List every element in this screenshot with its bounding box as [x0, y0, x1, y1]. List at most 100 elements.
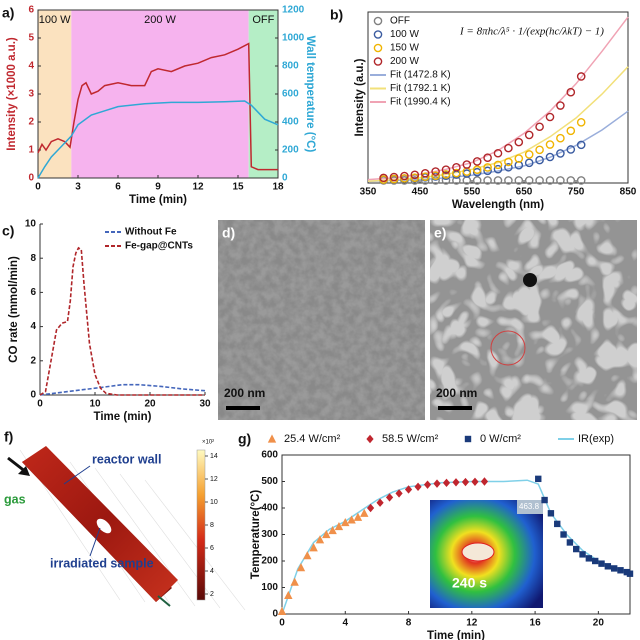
micrograph-texture — [218, 220, 425, 420]
data-point — [535, 155, 544, 165]
data-point — [547, 510, 555, 517]
data-point — [524, 130, 534, 140]
x-tick-label: 550 — [464, 187, 481, 198]
data-point — [598, 560, 605, 567]
x-tick-label: 10 — [89, 399, 101, 410]
y-tick-label: 500 — [261, 476, 278, 487]
data-point — [576, 117, 586, 127]
legend-label: 100 W — [390, 29, 419, 40]
y-tick-label: 400 — [261, 503, 278, 514]
y-tick-label: 6 — [28, 5, 34, 16]
legend-symbol — [373, 30, 383, 39]
data-point — [493, 160, 503, 170]
y-axis-title: Temperature(°C) — [250, 490, 262, 580]
data-point — [471, 477, 479, 486]
data-point — [535, 122, 544, 132]
region-label: OFF — [252, 14, 274, 26]
annotation: irradiated sample — [50, 556, 154, 570]
x-tick-label: 750 — [568, 187, 585, 198]
x-tick-label: 18 — [272, 182, 284, 193]
thermal-max: 463.8 — [519, 502, 540, 511]
data-point — [524, 176, 534, 185]
y-tick-label: 3 — [28, 89, 34, 100]
y-tick-label: 0 — [28, 173, 34, 184]
data-point — [535, 176, 544, 185]
region-label: 100 W — [39, 14, 71, 26]
y-tick-label: 100 — [261, 582, 278, 593]
panel-label: d) — [222, 225, 235, 241]
data-point — [566, 145, 576, 154]
x-axis-title: Time (min) — [94, 411, 152, 423]
data-point — [483, 163, 492, 172]
data-point — [414, 482, 422, 491]
panel-label: e) — [434, 225, 446, 241]
data-point — [442, 478, 451, 488]
data-point — [514, 176, 524, 185]
x-tick-label: 6 — [115, 182, 121, 193]
y-tick-label: 10 — [25, 219, 37, 230]
y2-tick-label: 1000 — [282, 33, 305, 44]
x-tick-label: 16 — [530, 618, 542, 629]
y-tick-label: 8 — [30, 253, 36, 264]
data-point — [514, 154, 524, 163]
scale-bar-label: 200 nm — [436, 386, 477, 400]
region — [38, 10, 72, 178]
data-point — [290, 577, 299, 586]
scale-bar-label: 200 nm — [224, 386, 265, 400]
data-point — [431, 176, 440, 185]
data-point — [535, 145, 544, 155]
hot-spot — [461, 542, 495, 562]
gas-arrowhead — [18, 466, 30, 476]
mesh-line — [94, 467, 196, 607]
x-axis-title: Time (min) — [129, 194, 187, 206]
data-point — [556, 149, 565, 158]
legend-label: 200 W — [390, 56, 419, 67]
x-tick-label: 4 — [342, 618, 348, 629]
data-point — [483, 166, 492, 176]
y-axis-title: Intensity (a.u.) — [354, 58, 366, 136]
x-tick-label: 12 — [192, 182, 204, 193]
data-point — [493, 148, 503, 158]
data-point — [441, 165, 451, 174]
data-point — [296, 563, 306, 572]
data-point — [389, 172, 399, 182]
x-tick-label: 650 — [516, 187, 533, 198]
data-point — [480, 477, 489, 486]
data-point — [610, 565, 618, 572]
x-tick-label: 30 — [199, 399, 211, 410]
y-axis-title: CO rate (mmol/min) — [8, 256, 20, 363]
data-point — [535, 475, 542, 483]
legend-label: Fe-gap@CNTs — [125, 241, 193, 252]
data-point — [579, 551, 586, 558]
x-tick-label: 0 — [37, 399, 43, 410]
colorbar-tick-label: 4 — [210, 568, 214, 575]
data-point — [493, 164, 503, 174]
pointer — [63, 465, 91, 485]
data-point — [566, 87, 576, 97]
x-tick-label: 8 — [406, 618, 412, 629]
annotation: gas — [4, 492, 26, 506]
data-point — [472, 167, 482, 177]
data-point — [472, 157, 482, 166]
data-point — [514, 137, 524, 147]
series-line — [367, 110, 629, 183]
data-point — [328, 525, 337, 535]
data-point — [277, 606, 287, 615]
legend-symbol — [366, 434, 374, 444]
legend-label: Fit (1990.4 K) — [390, 97, 451, 108]
data-point — [452, 168, 461, 178]
colorbar-tick-label: 14 — [210, 453, 218, 460]
data-point — [433, 479, 441, 488]
data-point — [483, 153, 492, 162]
data-point — [576, 72, 586, 81]
panel-label: f) — [4, 429, 13, 445]
y-tick-label: 1 — [28, 145, 34, 156]
y-tick-label: 0 — [30, 390, 36, 401]
series-line — [39, 246, 205, 396]
data-point — [441, 176, 451, 185]
data-point — [322, 529, 331, 539]
data-point — [566, 126, 576, 136]
data-point — [545, 140, 555, 149]
plot-frame — [367, 11, 629, 184]
data-point — [604, 563, 612, 570]
